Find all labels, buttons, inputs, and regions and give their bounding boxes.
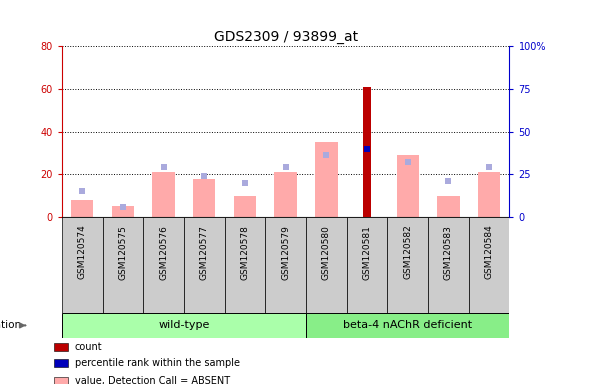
Bar xyxy=(62,217,102,313)
Text: GSM120581: GSM120581 xyxy=(363,225,372,280)
Bar xyxy=(437,195,459,217)
Bar xyxy=(143,217,184,313)
Text: GSM120577: GSM120577 xyxy=(200,225,209,280)
Text: percentile rank within the sample: percentile rank within the sample xyxy=(75,358,240,368)
Text: value, Detection Call = ABSENT: value, Detection Call = ABSENT xyxy=(75,376,230,384)
Bar xyxy=(102,217,143,313)
Bar xyxy=(363,87,371,217)
Bar xyxy=(62,313,306,338)
Bar xyxy=(306,313,509,338)
Bar xyxy=(184,217,224,313)
Text: GSM120579: GSM120579 xyxy=(281,225,290,280)
Title: GDS2309 / 93899_at: GDS2309 / 93899_at xyxy=(214,30,358,44)
Bar xyxy=(234,195,256,217)
Bar xyxy=(265,217,306,313)
Text: GSM120576: GSM120576 xyxy=(159,225,168,280)
Bar xyxy=(54,377,68,384)
Bar xyxy=(469,217,509,313)
Bar xyxy=(306,217,347,313)
Bar xyxy=(71,200,94,217)
Bar xyxy=(396,155,419,217)
Text: GSM120578: GSM120578 xyxy=(240,225,250,280)
Bar xyxy=(54,359,68,367)
Bar xyxy=(388,217,428,313)
Bar xyxy=(54,343,68,351)
Text: wild-type: wild-type xyxy=(158,320,210,331)
Bar xyxy=(224,217,265,313)
Bar xyxy=(428,217,469,313)
Text: beta-4 nAChR deficient: beta-4 nAChR deficient xyxy=(343,320,472,331)
Text: GSM120575: GSM120575 xyxy=(118,225,127,280)
Text: GSM120584: GSM120584 xyxy=(485,225,494,280)
Bar xyxy=(153,172,175,217)
Text: GSM120574: GSM120574 xyxy=(78,225,87,280)
Text: count: count xyxy=(75,342,102,352)
Text: GSM120580: GSM120580 xyxy=(322,225,331,280)
Bar xyxy=(347,217,388,313)
Bar xyxy=(274,172,297,217)
Text: GSM120583: GSM120583 xyxy=(444,225,453,280)
Bar xyxy=(112,206,134,217)
Text: genotype/variation: genotype/variation xyxy=(0,320,22,331)
Text: GSM120582: GSM120582 xyxy=(403,225,412,280)
Bar xyxy=(315,142,337,217)
Bar xyxy=(478,172,500,217)
Bar xyxy=(193,179,216,217)
